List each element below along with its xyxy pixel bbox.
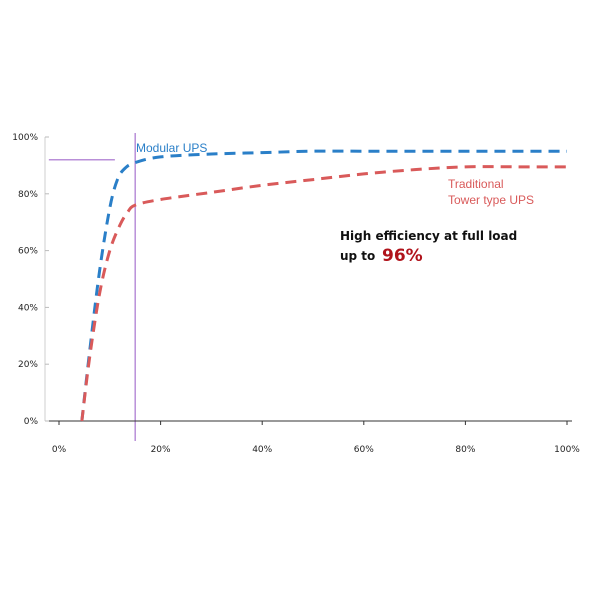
- reference-lines: [48, 133, 136, 441]
- series-label-modular-ups: Modular UPS: [136, 141, 207, 155]
- annotation-line2-prefix: up to: [340, 249, 375, 263]
- series-lines: [80, 149, 567, 422]
- y-tick-label: 40%: [18, 303, 38, 313]
- series-line-modular-ups: [80, 149, 567, 422]
- y-tick-label: 80%: [18, 190, 38, 200]
- tick-labels: 0% 20% 40% 60% 80% 100% 0% 20% 40% 60% 80% 100%: [12, 133, 580, 455]
- annotation-line1: High efficiency at full load: [340, 229, 517, 243]
- axes: [44, 137, 572, 422]
- series-line-traditional-ups: [80, 165, 567, 422]
- y-tick-label: 100%: [12, 133, 38, 143]
- y-tick-label: 0%: [24, 417, 39, 427]
- x-tick-label: 0%: [52, 445, 67, 455]
- x-tick-label: 100%: [554, 445, 580, 455]
- x-tick-label: 80%: [455, 445, 475, 455]
- y-tick-label: 20%: [18, 360, 38, 370]
- x-tick-label: 60%: [354, 445, 374, 455]
- y-tick-label: 60%: [18, 247, 38, 257]
- x-tick-label: 40%: [252, 445, 272, 455]
- series-label-traditional-line2: Tower type UPS: [448, 193, 534, 207]
- annotation-highlight: 96%: [382, 246, 423, 266]
- series-label-traditional-line1: Traditional: [448, 177, 504, 191]
- x-tick-label: 20%: [151, 445, 171, 455]
